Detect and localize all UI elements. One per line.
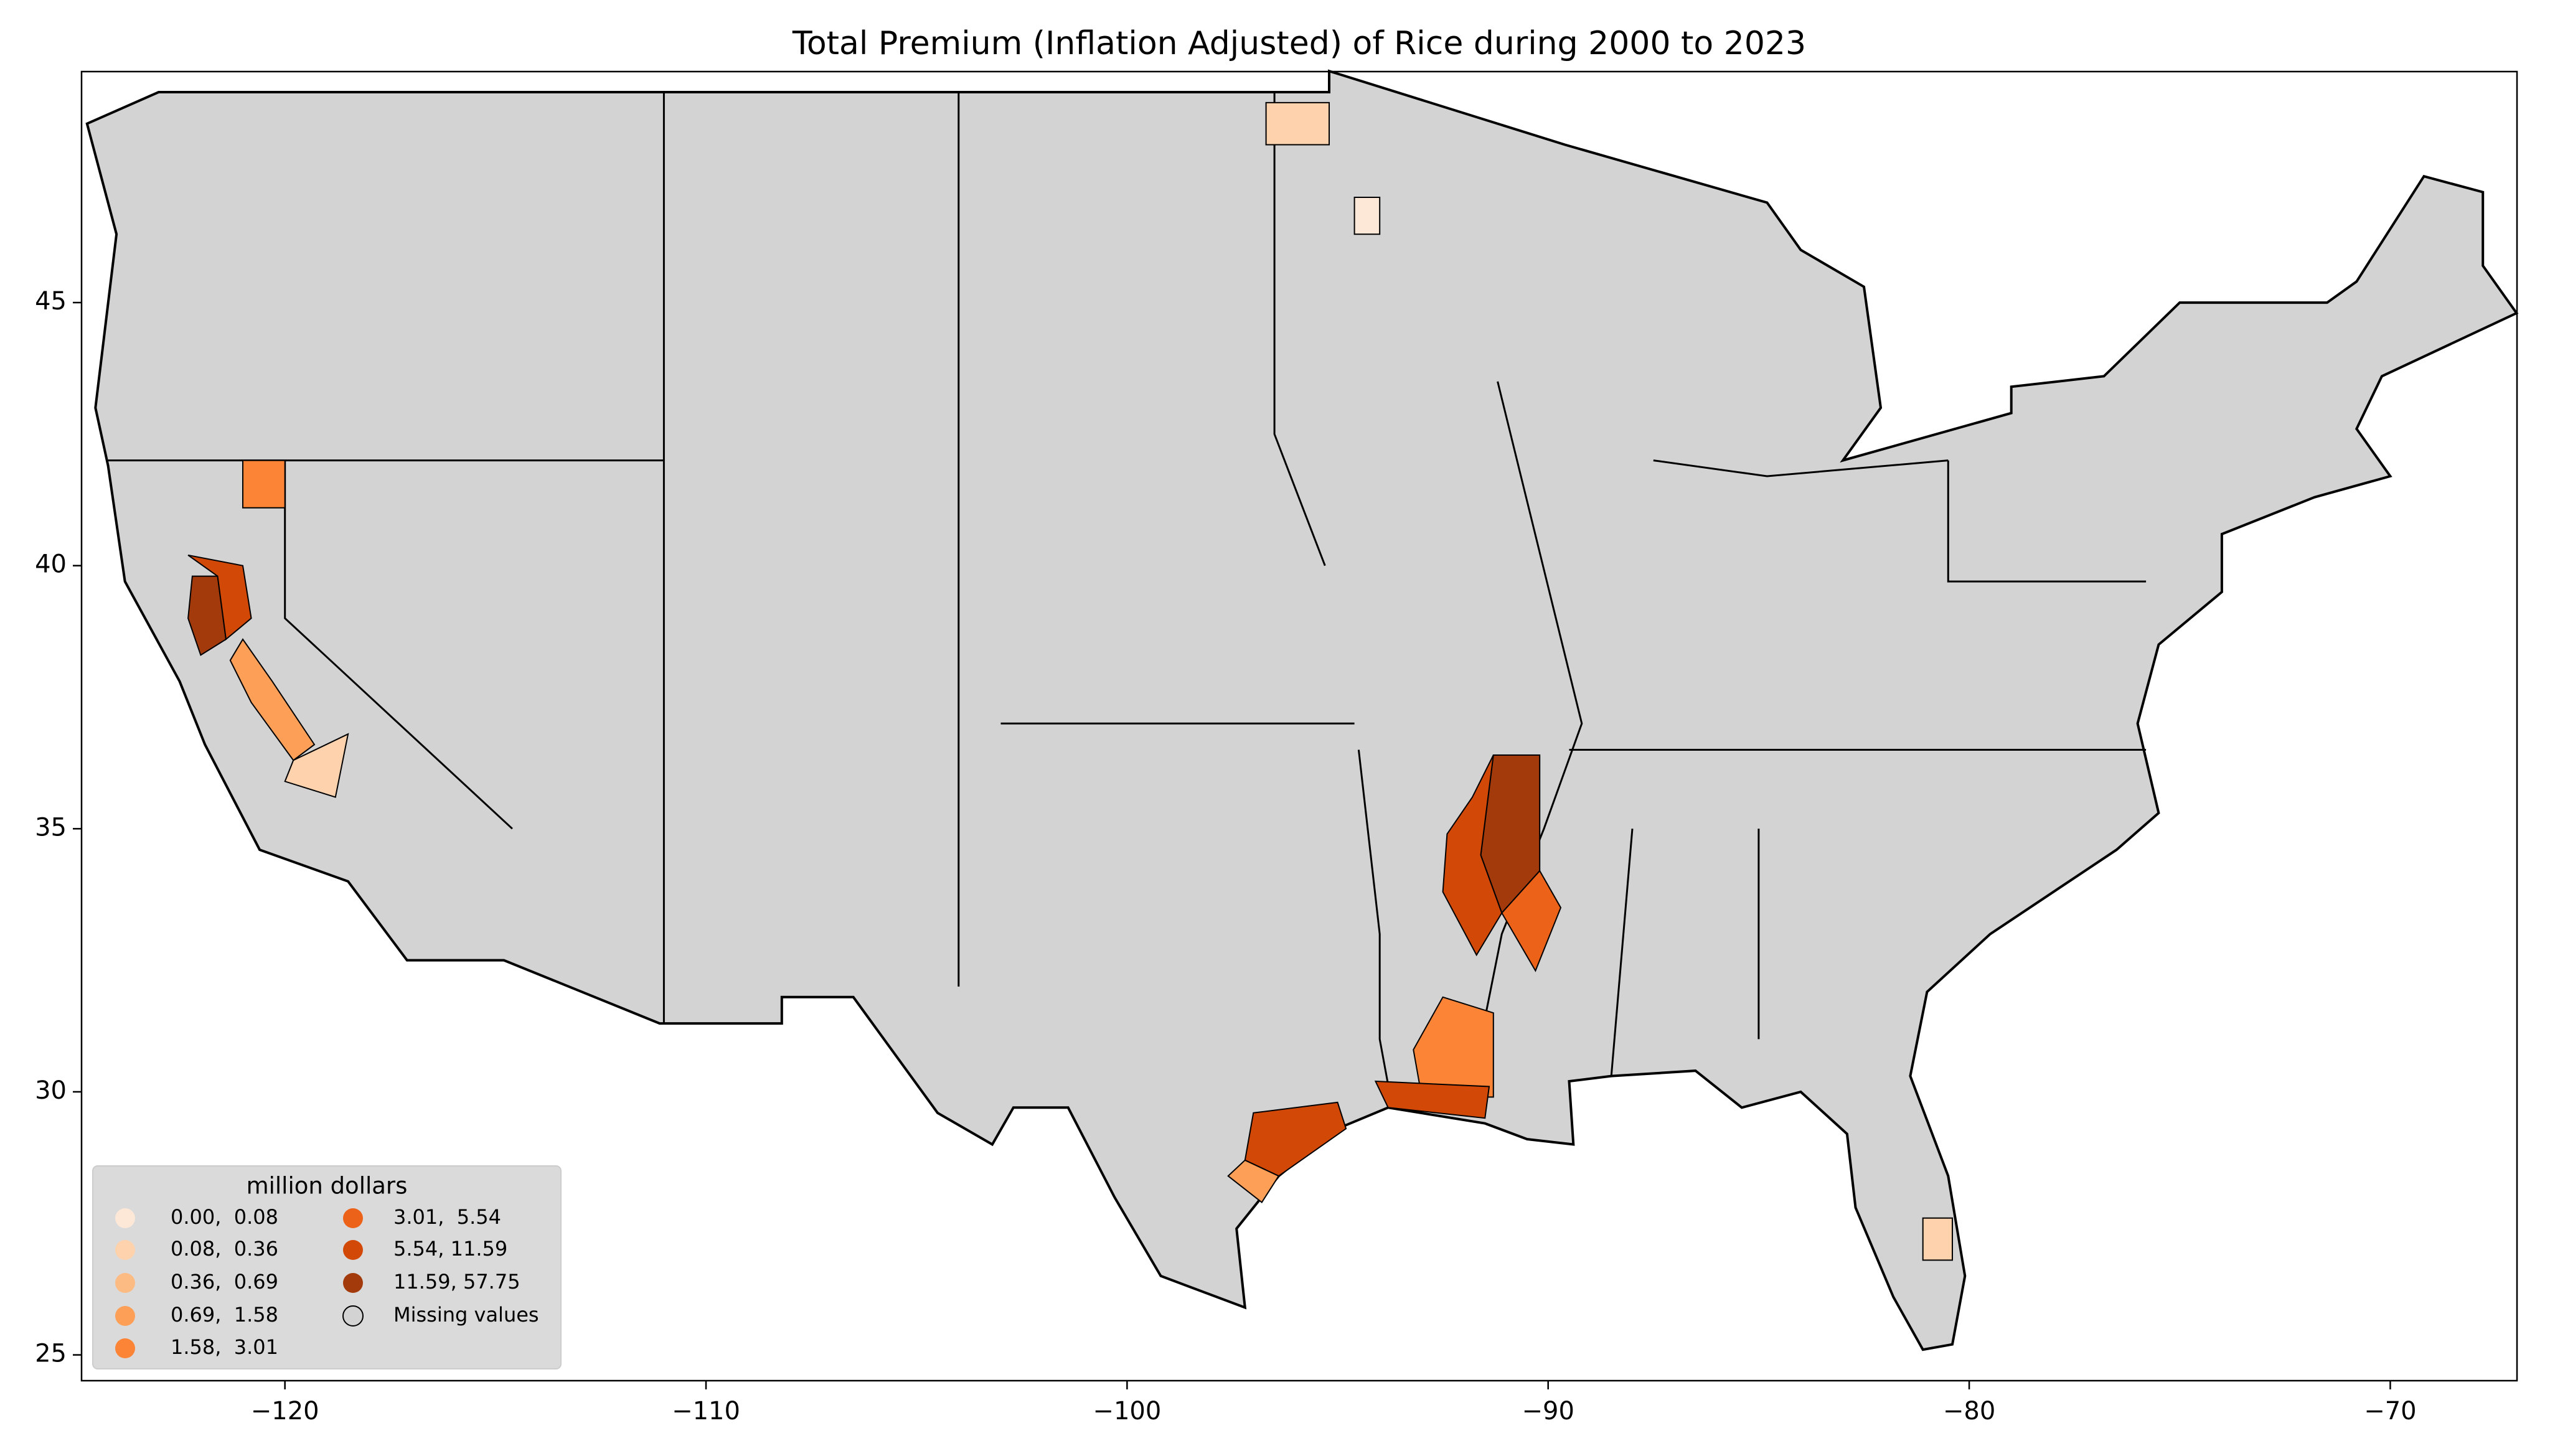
rice-region xyxy=(1374,1080,1490,1119)
rice-region xyxy=(1244,1101,1347,1177)
plot-frame xyxy=(80,70,2518,1382)
legend-marker xyxy=(342,1305,364,1327)
state-border xyxy=(1273,92,1326,566)
rice-region xyxy=(284,733,349,798)
x-tick-label: −120 xyxy=(251,1397,319,1425)
rice-region xyxy=(1501,870,1562,972)
legend-marker xyxy=(343,1240,363,1260)
state-border xyxy=(284,460,513,830)
legend-marker xyxy=(115,1208,135,1228)
legend-box xyxy=(92,1165,562,1369)
state-border xyxy=(1947,460,2147,583)
state-border xyxy=(1480,381,1583,1040)
legend-label: 3.01, 5.54 xyxy=(393,1205,501,1229)
legend-label: 0.08, 0.36 xyxy=(171,1237,278,1261)
legend-marker xyxy=(115,1240,135,1260)
legend-label: 11.59, 57.75 xyxy=(393,1270,520,1294)
legend-marker xyxy=(115,1306,135,1326)
state-border xyxy=(1653,459,1949,477)
legend-label: 0.00, 0.08 xyxy=(171,1205,278,1229)
chart-title: Total Premium (Inflation Adjusted) of Ri… xyxy=(792,25,1806,62)
y-tick-label: 35 xyxy=(35,813,67,842)
legend-label: 1.58, 3.01 xyxy=(171,1335,278,1359)
state-border xyxy=(1357,749,1393,1108)
legend-marker xyxy=(343,1273,363,1293)
x-tick-label: −100 xyxy=(1093,1397,1161,1425)
rice-region xyxy=(1353,197,1381,235)
rice-region xyxy=(1922,1217,1953,1261)
legend-label: 0.69, 1.58 xyxy=(171,1303,278,1327)
rice-region xyxy=(1227,1159,1280,1203)
state-border xyxy=(1610,829,1634,1076)
rice-region xyxy=(187,575,227,656)
x-tick-label: −90 xyxy=(1522,1397,1574,1425)
legend-label: 0.36, 0.69 xyxy=(171,1270,278,1294)
rice-region xyxy=(1265,101,1330,146)
rice-region xyxy=(187,554,252,641)
us-map xyxy=(85,69,2519,1351)
x-tick-label: −110 xyxy=(672,1397,740,1425)
rice-region xyxy=(242,459,286,509)
y-tick-label: 40 xyxy=(35,550,67,579)
legend-label: 5.54, 11.59 xyxy=(393,1237,507,1261)
legend-marker xyxy=(115,1273,135,1293)
legend-marker xyxy=(343,1208,363,1228)
x-tick-label: −70 xyxy=(2364,1397,2416,1425)
y-tick-label: 25 xyxy=(35,1340,67,1368)
x-tick-label: −80 xyxy=(1943,1397,1995,1425)
rice-region xyxy=(1442,754,1503,957)
y-tick-label: 30 xyxy=(35,1076,67,1105)
y-tick-label: 45 xyxy=(35,287,67,316)
legend-marker xyxy=(115,1338,135,1358)
legend-title: million dollars xyxy=(247,1173,408,1200)
legend-label: Missing values xyxy=(393,1303,539,1327)
